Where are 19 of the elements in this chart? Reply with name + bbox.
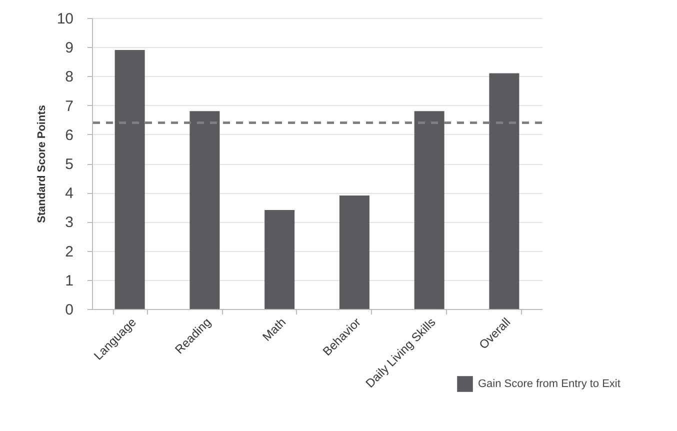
- y-tick-label: 4: [65, 185, 74, 202]
- y-tick-label: 0: [65, 302, 74, 318]
- legend-label: Gain Score from Entry to Exit: [478, 378, 620, 390]
- bar: [114, 50, 145, 309]
- y-tick-label: 9: [65, 40, 74, 57]
- y-tick-label: 10: [56, 10, 74, 28]
- y-axis-title: Standard Score Points: [36, 105, 48, 223]
- y-tick-label: 8: [65, 68, 74, 86]
- y-tick-label: 2: [65, 243, 74, 260]
- y-tick-label: 3: [65, 214, 74, 232]
- y-tick-label: 7: [65, 98, 74, 115]
- bar: [414, 111, 444, 309]
- y-tick-label: 6: [65, 126, 74, 144]
- y-tick-label: 1: [65, 272, 74, 290]
- bar: [489, 73, 520, 309]
- y-tick-label: 5: [65, 156, 74, 173]
- bar: [264, 210, 295, 309]
- bar: [339, 196, 370, 309]
- bar: [190, 111, 220, 309]
